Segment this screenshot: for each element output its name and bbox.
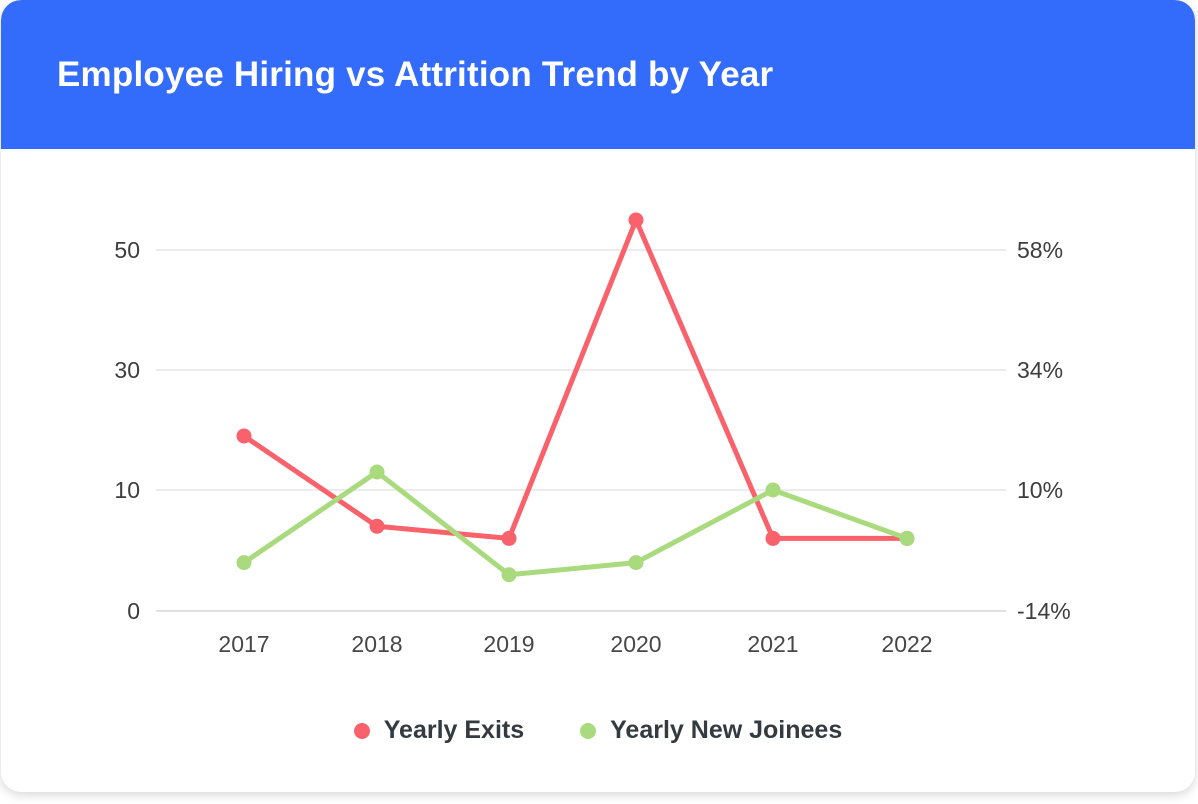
card-header: Employee Hiring vs Attrition Trend by Ye… — [1, 0, 1195, 149]
page-title: Employee Hiring vs Attrition Trend by Ye… — [57, 55, 774, 94]
right-axis-tick-label: -14% — [1017, 598, 1071, 624]
legend-marker-yearly-exits-icon — [353, 722, 370, 739]
data-point-yearly-new-joinees-2017[interactable] — [236, 555, 252, 571]
left-axis-tick-label: 30 — [114, 357, 140, 383]
right-axis-tick-label: 10% — [1017, 477, 1063, 503]
data-point-yearly-exits-2019[interactable] — [501, 530, 517, 546]
chart-legend: Yearly Exits Yearly New Joinees — [1, 716, 1195, 745]
legend-marker-yearly-new-joinees-icon — [580, 722, 597, 739]
x-axis-label-2018: 2018 — [351, 631, 402, 657]
x-axis-label-2021: 2021 — [747, 631, 798, 657]
legend-label-yearly-new-joinees: Yearly New Joinees — [610, 716, 843, 744]
x-axis-label-2022: 2022 — [881, 631, 932, 657]
x-axis-label-2019: 2019 — [483, 631, 534, 657]
data-point-yearly-exits-2018[interactable] — [369, 518, 385, 534]
data-point-yearly-exits-2017[interactable] — [236, 428, 252, 444]
series-line-yearly-exits — [241, 217, 910, 541]
left-axis-tick-label: 10 — [114, 477, 140, 503]
left-axis-tick-label: 50 — [114, 237, 140, 263]
data-point-yearly-exits-2021[interactable] — [765, 530, 781, 546]
data-point-yearly-new-joinees-2021[interactable] — [765, 482, 781, 498]
data-point-yearly-new-joinees-2022[interactable] — [899, 530, 915, 546]
data-point-yearly-new-joinees-2018[interactable] — [369, 464, 385, 480]
data-point-yearly-new-joinees-2019[interactable] — [501, 567, 517, 583]
data-point-yearly-exits-2020[interactable] — [628, 212, 644, 228]
x-axis-label-2020: 2020 — [610, 631, 661, 657]
x-axis-label-2017: 2017 — [218, 631, 269, 657]
right-axis-tick-label: 58% — [1017, 237, 1063, 263]
legend-item-yearly-exits[interactable]: Yearly Exits — [353, 716, 525, 745]
right-axis-tick-label: 34% — [1017, 357, 1063, 383]
legend-label-yearly-exits: Yearly Exits — [383, 716, 525, 744]
series-line-yearly-new-joinees — [241, 469, 910, 578]
legend-item-yearly-new-joinees[interactable]: Yearly New Joinees — [580, 716, 842, 745]
left-axis-tick-label: 0 — [127, 598, 140, 624]
data-point-yearly-new-joinees-2020[interactable] — [628, 555, 644, 571]
